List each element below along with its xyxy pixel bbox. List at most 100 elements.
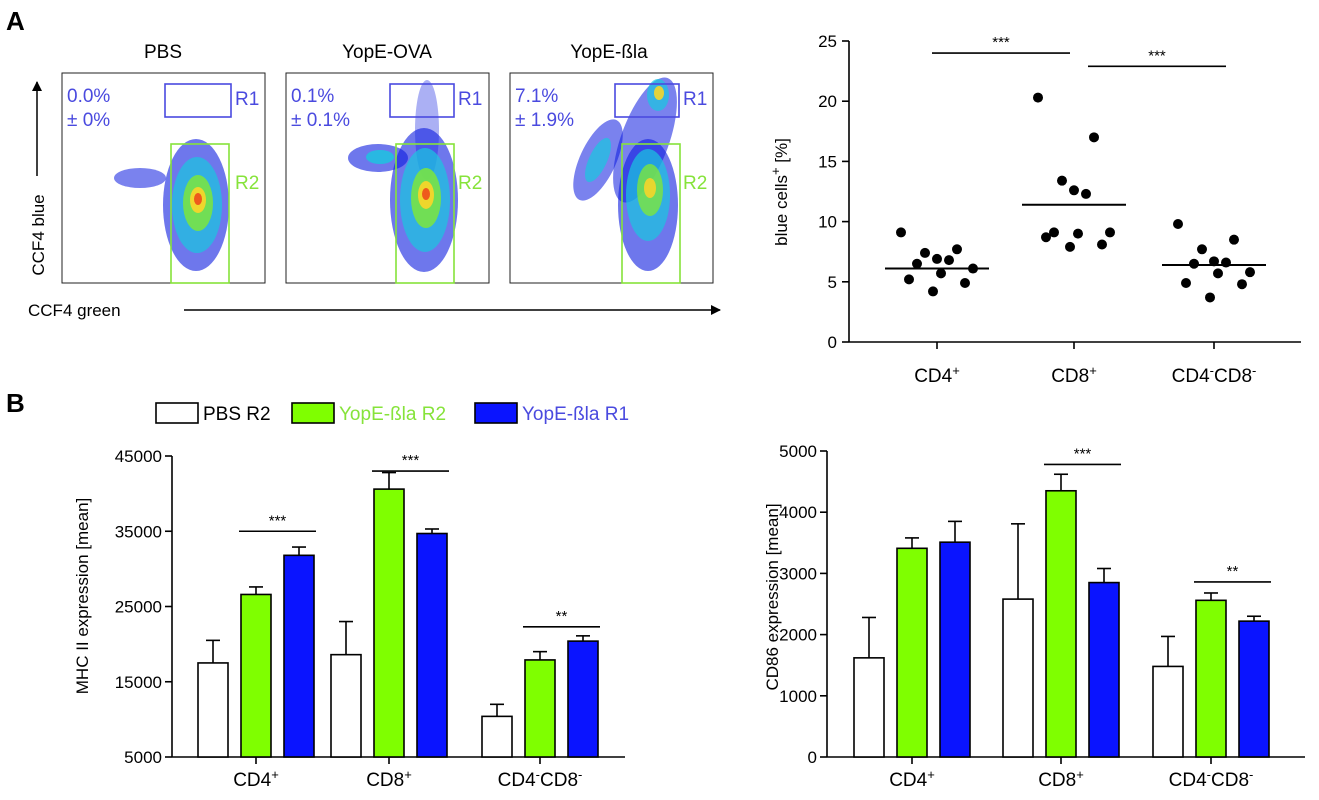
y-tick-label: 1000 bbox=[779, 687, 817, 706]
data-point bbox=[952, 244, 962, 255]
gate-r1 bbox=[389, 83, 455, 118]
data-point bbox=[896, 227, 906, 238]
mhc-ii-bar-chart: 5000 15000 25000 35000 45000 MHC II expressio… bbox=[73, 447, 625, 791]
y-tick-label: 25 bbox=[818, 32, 837, 51]
data-point bbox=[912, 258, 922, 269]
y-tick-label: 20 bbox=[818, 92, 837, 111]
category-label: CD4+ bbox=[914, 363, 960, 388]
category-base: CD4 bbox=[1169, 770, 1207, 791]
panel-label-b: B bbox=[6, 388, 25, 418]
gate-r1-label: R1 bbox=[683, 89, 707, 110]
data-point bbox=[1229, 234, 1239, 245]
y-tick-label: 5 bbox=[828, 273, 837, 292]
data-point bbox=[1049, 227, 1059, 238]
data-point bbox=[928, 286, 938, 297]
data-point bbox=[1069, 185, 1079, 196]
percent-sd: ± 1.9% bbox=[515, 110, 574, 131]
y-tick-label: 5000 bbox=[124, 748, 162, 767]
legend-swatch-pbs-r2 bbox=[155, 402, 199, 424]
category-sup: - bbox=[1210, 363, 1214, 378]
bar bbox=[1238, 620, 1270, 758]
data-point bbox=[1065, 241, 1075, 252]
y-tick-label: 15000 bbox=[115, 673, 162, 692]
cd86-bar-chart: 0 1000 2000 3000 4000 5000 CD86 expression [me… bbox=[763, 442, 1305, 791]
bar bbox=[373, 488, 405, 758]
significance-label: *** bbox=[1148, 47, 1166, 64]
percent-blue: 7.1% bbox=[515, 86, 558, 107]
legend-label-pbs-r2: PBS R2 bbox=[203, 404, 271, 425]
data-point bbox=[932, 253, 942, 264]
y-axis-label-main: blue cells bbox=[772, 175, 791, 246]
category-base: CD8 bbox=[1038, 770, 1076, 791]
significance-label: *** bbox=[269, 512, 287, 529]
y-tick-label: 0 bbox=[828, 333, 837, 352]
category-sup: + bbox=[1076, 767, 1084, 782]
bar bbox=[283, 554, 315, 758]
gate-r1 bbox=[164, 83, 232, 118]
data-point bbox=[1181, 278, 1191, 289]
category-label: CD4-CD8- bbox=[498, 767, 583, 792]
gate-r2-label: R2 bbox=[235, 173, 259, 194]
data-point bbox=[1033, 92, 1043, 103]
category-sup: - bbox=[578, 767, 582, 782]
bar bbox=[1195, 599, 1227, 758]
data-point bbox=[1221, 257, 1231, 268]
category-base: CD8 bbox=[1214, 366, 1252, 387]
gate-r2 bbox=[170, 143, 230, 284]
data-point bbox=[920, 247, 930, 258]
category-base: CD4 bbox=[233, 770, 271, 791]
category-label: CD4-CD8- bbox=[1169, 767, 1254, 792]
category-sup: + bbox=[404, 767, 412, 782]
significance-label: *** bbox=[992, 34, 1010, 51]
significance-label: *** bbox=[402, 452, 420, 469]
data-point bbox=[1057, 175, 1067, 186]
data-point bbox=[1089, 132, 1099, 143]
gate-r1 bbox=[614, 83, 680, 118]
data-point bbox=[1189, 258, 1199, 269]
category-label: CD4+ bbox=[233, 767, 279, 792]
category-sup: - bbox=[1207, 767, 1211, 782]
y-tick-label: 35000 bbox=[115, 522, 162, 541]
data-point bbox=[1209, 256, 1219, 267]
y-tick-label: 25000 bbox=[115, 598, 162, 617]
percent-sd: ± 0% bbox=[67, 110, 110, 131]
y-tick-label: 3000 bbox=[779, 564, 817, 583]
category-base: CD4 bbox=[889, 770, 927, 791]
panel-label-a: A bbox=[6, 6, 25, 36]
data-point bbox=[936, 268, 946, 279]
legend: PBS R2 YopE-ßla R2 YopE-ßla R1 bbox=[155, 402, 629, 425]
bar bbox=[853, 657, 885, 758]
data-point bbox=[1197, 244, 1207, 255]
legend-label-yope-bla-r2: YopE-ßla R2 bbox=[339, 404, 446, 425]
flow-plot-yope-bla: R1 R2 7.1% ± 1.9% bbox=[509, 72, 714, 284]
data-point bbox=[1245, 267, 1255, 278]
bar bbox=[1045, 489, 1077, 758]
category-base: CD4 bbox=[914, 366, 952, 387]
data-point bbox=[1073, 228, 1083, 239]
category-sup: + bbox=[927, 767, 935, 782]
category-sup: + bbox=[271, 767, 279, 782]
category-base: CD4 bbox=[1172, 366, 1210, 387]
data-point bbox=[1205, 292, 1215, 303]
gate-r1-label: R1 bbox=[235, 89, 259, 110]
y-tick-label: 10 bbox=[818, 213, 837, 232]
gate-r2 bbox=[621, 143, 681, 284]
percent-blue: 0.0% bbox=[67, 86, 110, 107]
flow-plot-pbs: R1 R2 0.0% ± 0% bbox=[61, 72, 266, 284]
category-base: CD8 bbox=[1051, 366, 1089, 387]
data-point bbox=[944, 255, 954, 266]
bar bbox=[197, 662, 229, 758]
legend-label-yope-bla-r1: YopE-ßla R1 bbox=[522, 404, 629, 425]
y-axis-label: CD86 expression [mean] bbox=[763, 503, 782, 690]
category-base: CD8 bbox=[366, 770, 404, 791]
y-axis-label: blue cells+ [%] bbox=[768, 138, 792, 246]
significance-label: ** bbox=[1227, 563, 1239, 580]
category-label: CD8+ bbox=[1051, 363, 1097, 388]
gate-r2 bbox=[395, 143, 455, 284]
y-axis-label: MHC II expression [mean] bbox=[73, 498, 92, 695]
flow-plot-title-pbs: PBS bbox=[144, 42, 182, 63]
y-tick-label: 15 bbox=[818, 152, 837, 171]
bar bbox=[524, 659, 556, 758]
